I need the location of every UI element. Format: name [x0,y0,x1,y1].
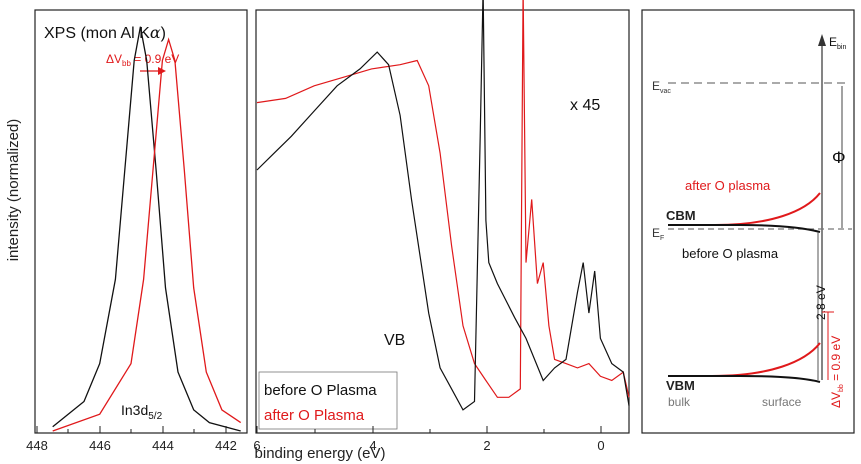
legend-after: after O Plasma [264,407,365,424]
cbm-label: CBM [666,208,696,223]
multiplier-label: x 45 [570,97,600,114]
ef-label: EF [652,226,664,242]
peak-label: In3d5/2 [121,402,163,422]
x-tick-4: 4 [369,438,376,453]
ebin-arrowhead [818,34,826,46]
x-tick-6: 6 [253,438,260,453]
x-tick-2: 2 [483,438,490,453]
evac-label: Evac [652,79,671,95]
x-axis-label: binding energy (eV) [255,445,386,462]
legend-box [258,371,398,430]
panel1-frame [34,9,248,434]
panel1-x-ticks [36,426,227,433]
before-plasma-label: before O plasma [682,246,779,261]
legend-before: before O Plasma [264,382,377,399]
x-tick-446: 446 [89,438,111,453]
vbm-before-curve [668,375,821,383]
cbm-before-curve [668,224,821,233]
after-vb-curve [256,0,630,398]
surface-label: surface [762,395,802,409]
after-plasma-label: after O plasma [685,178,771,193]
phi-label: Φ [832,148,846,167]
y-axis-label: intensity (normalized) [5,119,22,262]
panel-band-diagram: Ebin Evac Φ EF CBM after O plasma before… [641,9,855,434]
before-peak-curve [52,26,241,432]
vbm-label: VBM [666,378,695,393]
x-tick-444: 444 [152,438,174,453]
bulk-label: bulk [668,395,691,409]
x-tick-448: 448 [26,438,48,453]
panel-core-level: XPS (mon Al Kα) ΔVbb = 0.9 eV In3d5/2 44… [26,9,248,453]
gap-label: 2.8 eV [814,285,828,320]
x-tick-0: 0 [597,438,604,453]
dv-label: ΔVbb = 0.9 eV [829,336,845,408]
panel2-frame [255,9,630,434]
panel1-title: XPS (mon Al Kα) [44,23,166,42]
panel-valence-band: x 45 VB before O Plasma after O Plasma 6… [253,0,630,453]
vb-label: VB [384,332,405,349]
panel3-frame [641,9,855,434]
panel2-x-ticks [256,426,602,433]
before-vb-curve [256,0,630,411]
x-tick-442: 442 [215,438,237,453]
ebin-label: Ebin [829,35,846,51]
vbm-after-curve [668,342,821,377]
after-peak-curve [52,37,242,432]
shift-label: ΔVbb = 0.9 eV [106,52,179,68]
